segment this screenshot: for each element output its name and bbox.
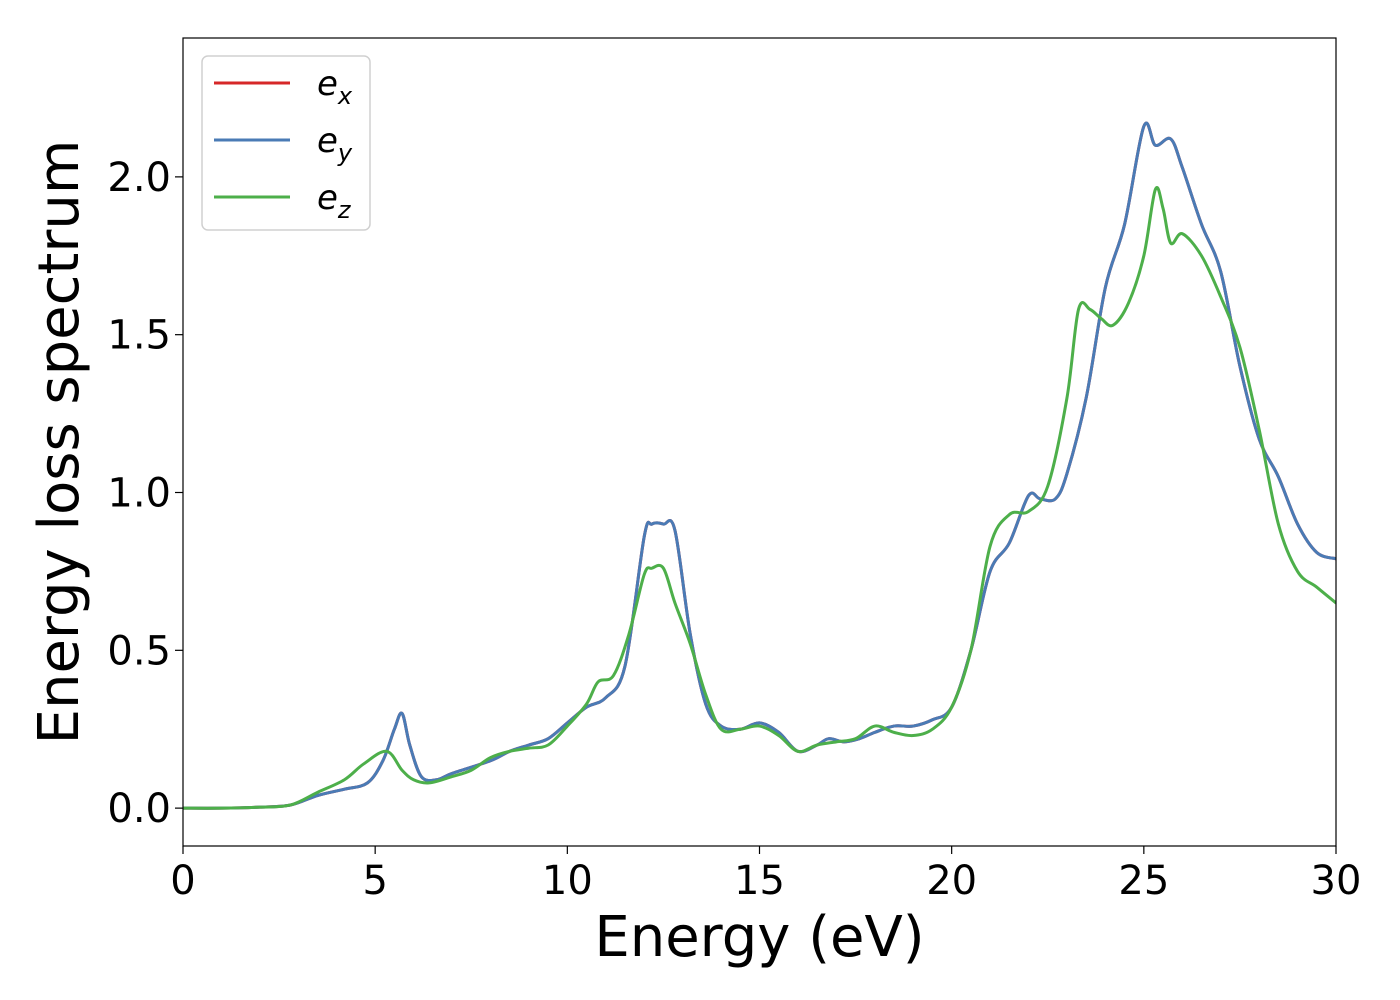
legend-item-y: ey (214, 121, 353, 167)
x-axis-title: Energy (eV) (594, 905, 924, 970)
legend-box (201, 55, 371, 231)
x-tick-label: 0 (170, 858, 195, 904)
y-tick-label: 0.0 (107, 786, 171, 832)
y-tick-label: 2.0 (107, 155, 171, 201)
y-tick-label: 1.5 (107, 313, 171, 359)
series-line-z (183, 186, 1336, 810)
legend-label: ex (317, 64, 353, 110)
y-tick-label: 0.5 (107, 628, 171, 674)
legend-item-x: ex (214, 64, 353, 110)
x-axis: 0 5 10 15 20 25 30 (170, 846, 1361, 904)
x-tick-label: 15 (734, 858, 785, 904)
y-axis-title: Energy loss spectrum (27, 140, 92, 745)
y-axis: 0.0 0.5 1.0 1.5 2.0 (107, 155, 183, 832)
x-tick-label: 25 (1118, 858, 1169, 904)
x-tick-label: 20 (926, 858, 977, 904)
y-tick-label: 1.0 (107, 471, 171, 517)
x-tick-label: 5 (362, 858, 387, 904)
legend-label: ey (317, 121, 353, 167)
series-layer (183, 121, 1336, 810)
x-tick-label: 30 (1311, 858, 1362, 904)
x-tick-label: 10 (542, 858, 593, 904)
